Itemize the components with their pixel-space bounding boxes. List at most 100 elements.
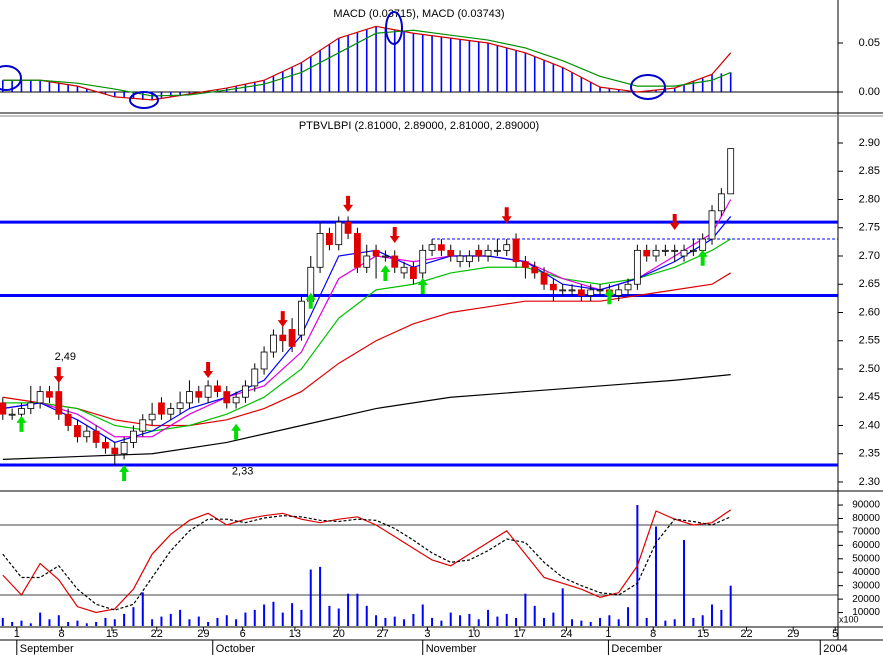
buy-arrow bbox=[417, 278, 428, 295]
x-tick-label: 3 bbox=[424, 628, 430, 640]
volume-bar bbox=[356, 593, 359, 626]
histogram-bar bbox=[701, 78, 704, 93]
annotation: 2,33 bbox=[232, 466, 253, 478]
histogram-bar bbox=[375, 26, 377, 93]
candle-body bbox=[568, 289, 576, 292]
candle-body bbox=[102, 442, 109, 449]
volume-bar bbox=[487, 609, 490, 626]
candle-body bbox=[456, 255, 464, 263]
volume-bar bbox=[393, 616, 396, 626]
histogram-bar bbox=[515, 50, 517, 93]
candle-body bbox=[587, 289, 595, 296]
volume-bar bbox=[524, 593, 527, 626]
candle-body bbox=[447, 249, 455, 257]
histogram-bar bbox=[571, 72, 573, 93]
sell-arrow bbox=[277, 311, 288, 328]
ellipse bbox=[630, 74, 666, 100]
volume-bar bbox=[244, 612, 247, 626]
candle-body bbox=[120, 442, 128, 455]
candle-body bbox=[167, 408, 175, 415]
candle-body bbox=[354, 232, 361, 268]
candle-body bbox=[223, 391, 231, 404]
candle-body bbox=[671, 249, 679, 252]
y-tick-label: 2.90 bbox=[859, 137, 880, 149]
candle-body bbox=[176, 402, 184, 409]
volume-bar bbox=[225, 615, 228, 626]
volume-bar bbox=[263, 604, 266, 626]
volume-bar bbox=[375, 615, 378, 626]
y-tick-label: 30000 bbox=[852, 580, 880, 591]
x-tick-label: 6 bbox=[240, 628, 246, 640]
volume-bar bbox=[281, 612, 284, 626]
volume-bar bbox=[272, 601, 275, 626]
month-label: October bbox=[216, 643, 255, 655]
volume-bar bbox=[319, 566, 322, 626]
x-tick-label: 8 bbox=[59, 628, 65, 640]
histogram-bar bbox=[141, 92, 144, 100]
candle-body bbox=[326, 232, 333, 246]
volume-bar bbox=[67, 621, 70, 626]
x-tick-label: 29 bbox=[197, 628, 209, 640]
candle-body bbox=[559, 289, 567, 292]
candle-body bbox=[503, 244, 511, 251]
histogram-bar bbox=[281, 71, 284, 93]
sell-arrow bbox=[53, 367, 64, 384]
volume-bar bbox=[561, 588, 564, 626]
volume-bar bbox=[76, 620, 79, 626]
panel-title: PTBVLBPI (2.81000, 2.89000, 2.81000, 2.8… bbox=[299, 120, 539, 132]
candle-body bbox=[493, 249, 501, 252]
candle-body bbox=[521, 261, 529, 268]
x-tick-label: 1 bbox=[605, 628, 611, 640]
volume-bar bbox=[132, 607, 135, 626]
buy-arrow bbox=[305, 292, 316, 309]
candle-body bbox=[214, 385, 221, 392]
x-tick-label: 1 bbox=[14, 628, 20, 640]
volume-bar bbox=[95, 621, 98, 626]
y-tick-label: 0.00 bbox=[859, 86, 880, 98]
candle-body bbox=[36, 391, 44, 404]
volume-bar bbox=[571, 619, 574, 626]
candle-body bbox=[615, 289, 623, 296]
histogram-bar bbox=[683, 84, 685, 93]
month-label: December bbox=[611, 643, 662, 655]
volume-bar bbox=[235, 619, 238, 626]
y-tick-label: 2.55 bbox=[859, 335, 880, 347]
histogram-bar bbox=[421, 34, 424, 93]
candle-body bbox=[344, 221, 352, 234]
candle-body bbox=[270, 334, 277, 353]
volume-bar bbox=[29, 623, 32, 626]
volume-bar bbox=[459, 615, 462, 626]
y-tick-label: 0.05 bbox=[859, 37, 880, 49]
x-tick-label: 17 bbox=[514, 628, 526, 640]
volume-bar bbox=[169, 613, 172, 626]
histogram-bar bbox=[179, 92, 181, 95]
buy-arrow bbox=[231, 423, 242, 440]
volume-bar bbox=[645, 617, 648, 626]
histogram-bar bbox=[1, 80, 4, 93]
histogram-bar bbox=[599, 87, 601, 93]
buy-arrow bbox=[604, 288, 615, 305]
y-tick-label: 2.35 bbox=[859, 448, 880, 460]
ellipse bbox=[385, 11, 403, 45]
volume-bar bbox=[664, 620, 667, 626]
volume-bar bbox=[515, 617, 518, 626]
histogram-bar bbox=[48, 81, 51, 93]
y-tick-label: 90000 bbox=[852, 500, 880, 511]
ellipse bbox=[129, 91, 159, 109]
candle-body bbox=[549, 283, 557, 291]
candle-body bbox=[699, 238, 707, 251]
volume-bar bbox=[580, 620, 583, 626]
y-tick-label: 50000 bbox=[852, 553, 880, 564]
candle-body bbox=[186, 391, 193, 404]
y-tick-label: 2.45 bbox=[859, 391, 880, 403]
histogram-bar bbox=[412, 33, 415, 93]
histogram-bar bbox=[403, 31, 405, 93]
y-tick-label: 80000 bbox=[852, 513, 880, 524]
volume-bar bbox=[253, 609, 256, 626]
candle-body bbox=[83, 430, 91, 438]
x-tick-label: 8 bbox=[650, 628, 656, 640]
histogram-bar bbox=[76, 86, 79, 93]
histogram-bar bbox=[272, 76, 275, 93]
x-tick-label: 13 bbox=[289, 628, 301, 640]
volume-bar bbox=[300, 609, 303, 626]
